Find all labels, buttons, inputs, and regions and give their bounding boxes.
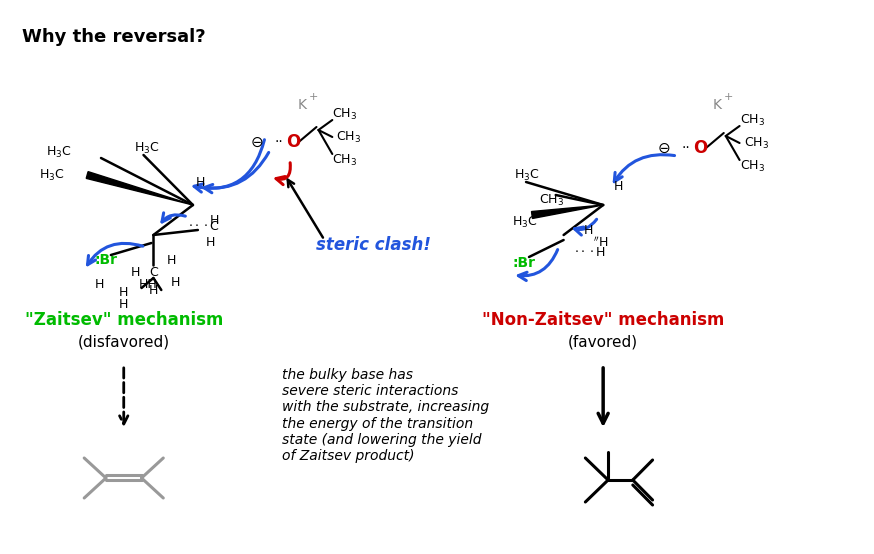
Text: H: H [119, 299, 128, 311]
Text: Why the reversal?: Why the reversal? [22, 28, 205, 46]
Text: HH: HH [139, 279, 157, 291]
Text: H: H [131, 265, 141, 279]
Text: $\cdot\cdot\cdot$H: $\cdot\cdot\cdot$H [573, 247, 606, 259]
Text: H$_3$C: H$_3$C [38, 167, 65, 183]
Text: H: H [94, 279, 104, 291]
Text: H: H [196, 177, 205, 189]
Text: C: C [149, 265, 158, 279]
Text: "Non-Zaitsev" mechanism: "Non-Zaitsev" mechanism [482, 311, 725, 329]
Text: H: H [149, 284, 158, 296]
Text: CH$_3$: CH$_3$ [539, 192, 564, 208]
Text: H: H [206, 237, 215, 249]
Text: H: H [119, 285, 128, 299]
Text: H: H [210, 213, 219, 227]
Text: CH$_3$: CH$_3$ [332, 106, 357, 121]
Text: H: H [584, 223, 593, 237]
Text: ⊖: ⊖ [251, 135, 264, 150]
Text: ··: ·· [682, 141, 690, 155]
Text: H: H [171, 275, 181, 289]
Text: K: K [712, 98, 721, 112]
Text: CH$_3$: CH$_3$ [332, 152, 357, 167]
Text: $^{\prime\prime}$H: $^{\prime\prime}$H [593, 236, 608, 250]
Text: H$_3$C: H$_3$C [514, 167, 540, 183]
Text: the bulky base has
severe steric interactions
with the substrate, increasing
the: the bulky base has severe steric interac… [282, 368, 489, 463]
Text: CH$_3$: CH$_3$ [744, 135, 768, 151]
Text: O: O [286, 133, 300, 151]
Text: H$_3$C: H$_3$C [45, 145, 72, 160]
Text: :Br: :Br [512, 256, 535, 270]
Text: ··: ·· [274, 135, 283, 149]
Text: +: + [724, 92, 733, 102]
Polygon shape [531, 205, 603, 218]
Text: H$_3$C: H$_3$C [512, 214, 538, 229]
Text: :Br: :Br [94, 253, 117, 267]
Text: steric clash!: steric clash! [316, 236, 432, 254]
Text: CH$_3$: CH$_3$ [739, 158, 765, 173]
Text: K: K [297, 98, 306, 112]
Polygon shape [87, 172, 193, 205]
Text: +: + [309, 92, 318, 102]
Text: H$_3$C: H$_3$C [134, 141, 159, 156]
Text: (disfavored): (disfavored) [78, 335, 170, 350]
Text: $\cdot\cdot\cdot$C: $\cdot\cdot\cdot$C [188, 220, 219, 233]
Text: CH$_3$: CH$_3$ [336, 130, 361, 145]
Text: (favored): (favored) [568, 335, 638, 350]
Text: H: H [167, 254, 176, 266]
Text: O: O [693, 139, 707, 157]
Text: "Zaitsev" mechanism: "Zaitsev" mechanism [24, 311, 223, 329]
Text: H: H [614, 181, 622, 193]
Text: ⊖: ⊖ [658, 141, 671, 156]
Text: CH$_3$: CH$_3$ [739, 112, 765, 127]
